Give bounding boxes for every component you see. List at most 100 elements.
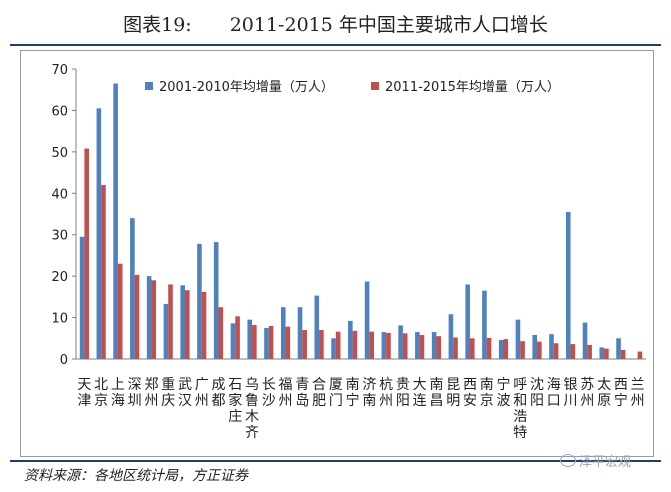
x-category-label: 武 [178,377,192,393]
x-category-label: 太 [597,377,611,393]
x-category-label: 川 [564,393,578,409]
bar-series-2 [470,338,475,359]
x-category-label: 福 [279,377,293,393]
bar-series-2 [403,333,408,359]
bar-series-1 [482,291,487,359]
x-category-label: 合 [312,377,326,393]
x-category-label: 呼 [513,377,527,393]
bar-series-2 [151,280,156,359]
x-category-label: 阳 [396,393,410,409]
bar-series-1 [130,218,135,359]
x-category-label: 兰 [631,377,645,393]
x-category-label: 波 [497,393,511,409]
bar-series-1 [382,332,387,359]
x-category-label: 安 [463,393,477,409]
x-category-label: 圳 [128,393,142,409]
bar-series-2 [336,332,341,359]
x-category-label: 郑 [144,377,158,393]
bar-series-2 [135,275,140,359]
x-category-label: 沙 [262,393,276,409]
bar-series-2 [219,307,224,359]
bar-series-2 [537,342,542,359]
bar-series-1 [331,338,336,359]
x-category-label: 上 [111,377,125,393]
x-category-label: 西 [614,377,628,393]
bar-series-1 [516,320,521,359]
bar-series-1 [180,285,185,359]
x-category-label: 乌 [245,377,259,393]
x-category-label: 海 [547,377,561,393]
title-rule [10,44,661,46]
x-category-label: 原 [597,393,611,409]
x-category-label: 庄 [228,408,242,425]
bar-series-1 [247,320,252,359]
x-category-label: 宁 [346,392,360,409]
x-category-label: 海 [111,393,125,409]
x-category-label: 明 [446,393,460,409]
bar-series-2 [168,284,173,359]
x-category-label: 口 [547,393,561,409]
bar-series-1 [314,296,319,359]
x-category-label: 汉 [178,393,192,409]
bar-chart: 010203040506070天津北京上海深圳郑州重庆武汉广州成都石家庄乌鲁木齐… [21,51,653,456]
bar-series-1 [97,108,102,359]
bar-series-1 [398,325,403,359]
x-category-label: 木 [245,409,259,425]
bar-series-1 [113,84,118,360]
bar-series-2 [604,349,609,359]
bar-series-1 [583,323,588,359]
x-category-label: 都 [212,393,226,409]
x-category-label: 浩 [513,409,527,425]
x-category-label: 津 [77,393,91,409]
bar-series-1 [566,212,571,359]
wechat-icon [560,454,576,467]
x-category-label: 石 [228,377,242,393]
legend-swatch [371,82,379,90]
bar-series-1 [80,237,85,359]
bar-series-2 [101,185,106,359]
x-category-label: 京 [480,393,494,409]
bar-series-1 [147,276,152,359]
chart-frame: 0 10 20 30 40 50 60 70 天津北京上海深圳郑州重庆武汉广州成都石家庄乌鲁木齐… [20,50,654,457]
bar-series-2 [286,327,291,359]
x-category-label: 肥 [312,393,326,409]
x-category-label: 南 [346,377,360,393]
bar-series-1 [298,307,303,359]
y-tick-label: 40 [51,187,68,202]
bar-series-2 [302,330,307,359]
x-category-label: 济 [362,377,376,393]
x-category-label: 成 [212,377,226,393]
watermark: 泽平宏观 [560,451,631,470]
bar-series-1 [197,244,202,359]
x-category-label: 昌 [429,393,443,409]
bar-series-2 [185,290,190,359]
bar-series-1 [449,314,454,359]
y-tick-label: 60 [51,104,68,119]
bar-series-2 [202,292,207,359]
bar-series-2 [453,337,458,359]
x-category-label: 大 [413,377,427,393]
legend-label: 2001-2010年均增量（万人） [159,80,334,95]
bar-series-2 [504,339,509,359]
bar-series-2 [252,325,257,359]
bar-series-2 [520,341,525,359]
x-category-label: 北 [94,377,108,393]
bar-series-2 [621,350,626,359]
bar-series-1 [348,321,353,359]
bar-series-1 [432,332,437,359]
bar-series-1 [214,242,219,359]
x-category-label: 宁 [614,392,628,409]
x-category-label: 州 [144,393,158,409]
bar-series-1 [499,340,504,359]
x-category-label: 杭 [379,377,393,393]
bar-series-2 [487,338,492,359]
bar-series-1 [549,334,554,359]
x-category-label: 广 [195,377,209,393]
y-tick-label: 50 [51,146,68,161]
x-category-label: 门 [329,393,343,409]
bar-series-1 [231,323,236,359]
x-category-label: 家 [228,392,242,409]
bar-series-1 [365,282,370,359]
x-category-label: 庆 [161,393,175,409]
x-category-label: 鲁 [245,393,259,409]
